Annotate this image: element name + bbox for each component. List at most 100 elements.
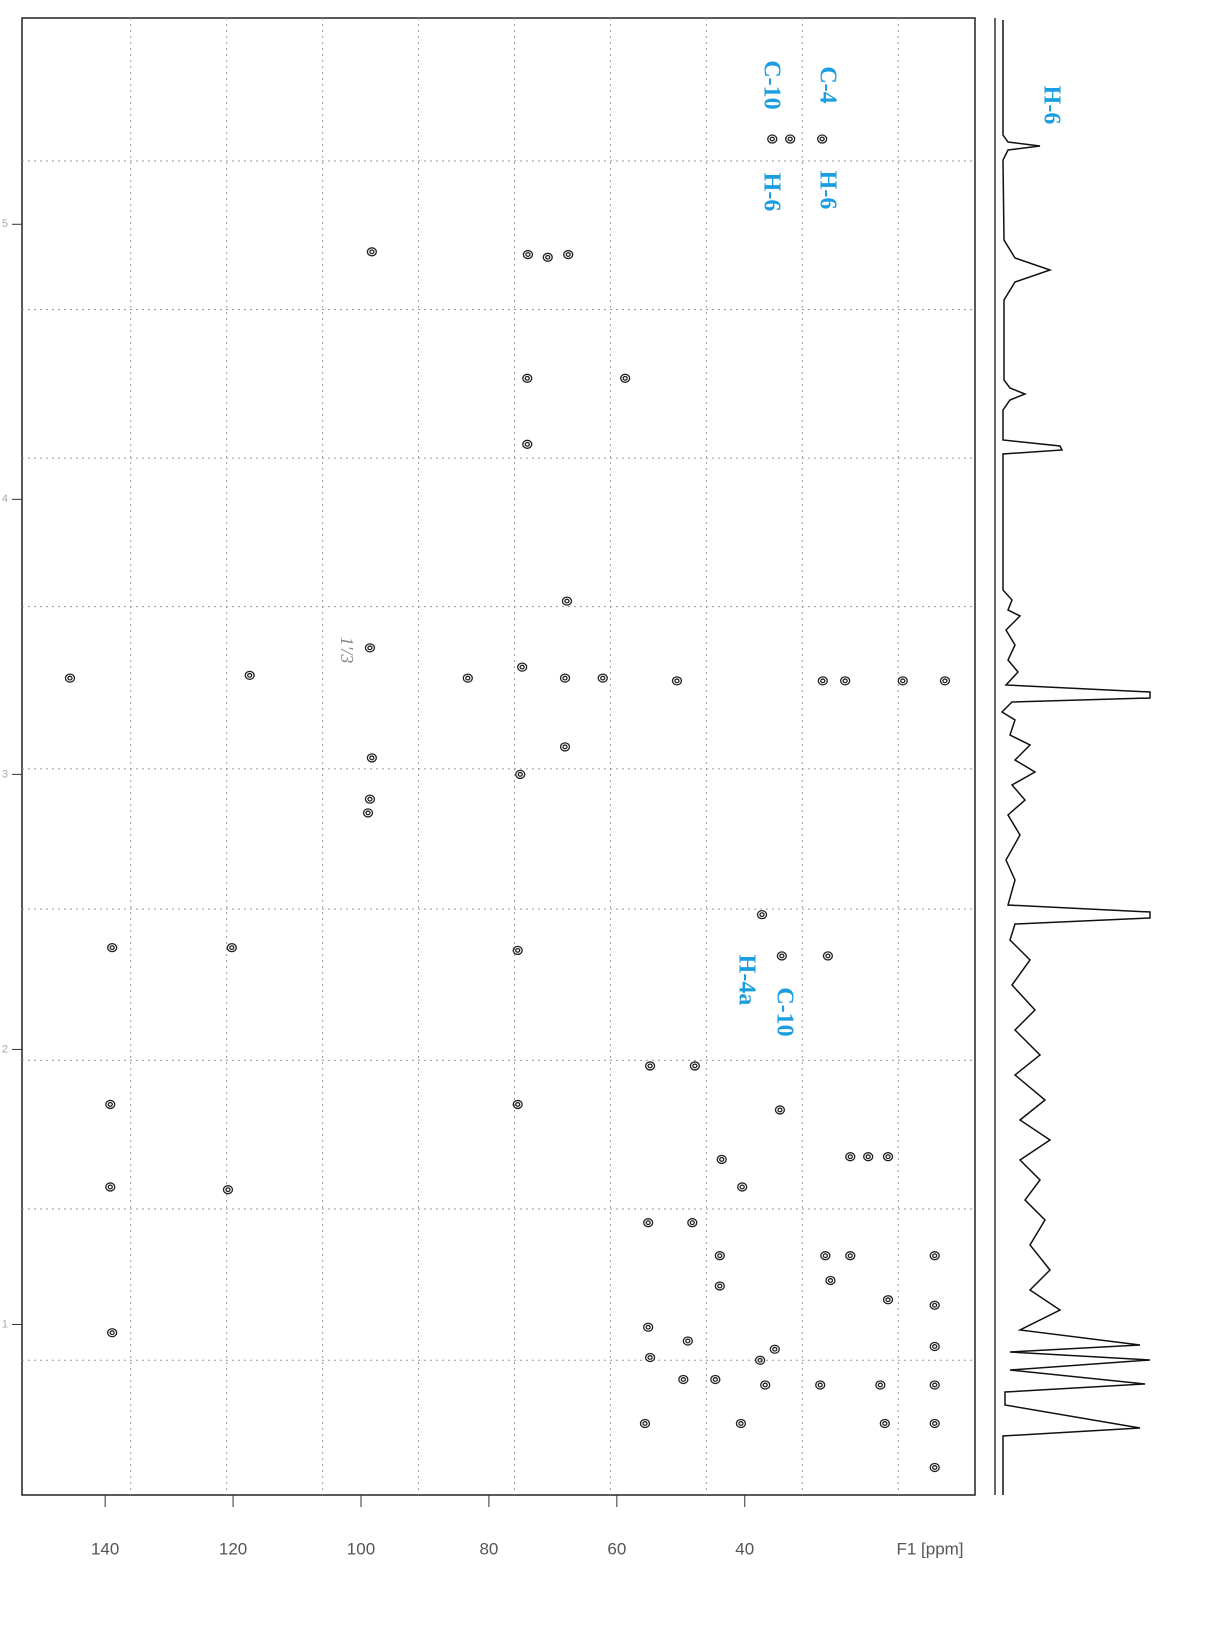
cross-peak	[737, 1182, 748, 1192]
cross-peak	[776, 951, 787, 961]
cross-peak	[364, 643, 376, 653]
contour	[524, 375, 530, 381]
cross-peak	[822, 951, 834, 961]
cross-peak	[714, 1281, 725, 1291]
contour	[882, 1152, 894, 1162]
cross-peak	[735, 1418, 747, 1429]
projection-trace	[1000, 20, 1151, 1495]
contour	[779, 953, 785, 959]
contour	[362, 808, 374, 818]
contour	[847, 1154, 853, 1160]
cross-peak	[366, 753, 378, 763]
cross-peak	[785, 134, 796, 144]
cross-peak	[462, 673, 473, 683]
cross-peak	[515, 769, 526, 780]
contour	[929, 1380, 940, 1390]
cross-peak	[845, 1152, 856, 1162]
contour	[759, 912, 765, 918]
cross-peak	[522, 439, 533, 449]
cross-peak	[817, 676, 828, 686]
contour	[692, 1063, 698, 1069]
cross-peak	[107, 1328, 118, 1338]
annotation: C-4	[814, 66, 840, 103]
cross-peak	[767, 134, 778, 144]
contour	[622, 375, 628, 381]
contour	[932, 1253, 938, 1259]
cross-peak	[710, 1374, 721, 1385]
cross-peak	[929, 1380, 940, 1390]
contour	[882, 1295, 894, 1305]
contour	[714, 1281, 725, 1291]
cross-peak	[754, 1355, 766, 1365]
contour	[643, 1218, 654, 1228]
x-tick-label: 40	[735, 1539, 754, 1558]
contour	[842, 678, 848, 684]
cross-peak	[929, 1462, 940, 1473]
contour	[929, 1300, 940, 1310]
contour	[787, 136, 793, 142]
x-tick-label: 60	[607, 1539, 626, 1558]
contour	[785, 134, 796, 144]
contour	[619, 373, 631, 383]
cross-peak	[815, 1380, 826, 1390]
contour	[816, 134, 828, 144]
contour	[512, 945, 523, 956]
cross-peak	[760, 1380, 771, 1390]
x-tick-label: 120	[219, 1539, 247, 1558]
contour	[563, 249, 574, 260]
contour	[647, 1355, 653, 1360]
contour	[777, 1107, 783, 1113]
annotation: C-10	[771, 987, 797, 1036]
cross-peak	[716, 1154, 727, 1165]
contour	[67, 675, 73, 681]
contour	[517, 662, 528, 672]
contour	[545, 254, 551, 260]
cross-peak	[816, 134, 828, 144]
cross-peak	[929, 1251, 940, 1261]
cross-peak	[929, 1418, 940, 1429]
contour	[929, 1251, 940, 1261]
contour	[817, 676, 828, 686]
contour	[364, 794, 376, 804]
contour	[522, 249, 534, 260]
contour	[682, 1336, 693, 1346]
cross-peak	[542, 252, 553, 262]
annotation: H-4a	[733, 955, 759, 1006]
contour	[929, 1341, 940, 1352]
contour	[107, 1101, 113, 1107]
contour	[774, 1105, 786, 1115]
cross-peak	[517, 662, 528, 672]
contour	[714, 1251, 725, 1261]
contour	[565, 252, 571, 257]
contour	[107, 1184, 113, 1190]
contour	[825, 953, 831, 959]
contour	[760, 1380, 771, 1390]
cross-peak	[522, 373, 533, 383]
contour	[562, 675, 568, 681]
contour	[757, 1357, 763, 1363]
contour	[519, 664, 525, 670]
contour	[109, 1330, 115, 1336]
contour	[865, 1154, 871, 1160]
contour	[820, 678, 826, 684]
contour	[815, 1380, 826, 1390]
cross-peak	[687, 1218, 698, 1228]
cross-peak	[561, 596, 573, 606]
contour	[364, 643, 376, 653]
contour	[932, 1421, 938, 1426]
contour	[932, 1382, 938, 1388]
y-tick-label: 1	[2, 1318, 8, 1330]
contour	[107, 943, 118, 953]
cross-peak	[64, 673, 76, 683]
cross-peak	[882, 1295, 894, 1305]
contour	[776, 951, 787, 961]
contour	[739, 1184, 745, 1190]
contour	[737, 1182, 748, 1192]
annotation: 1'/3	[337, 637, 357, 664]
cross-peak	[105, 1099, 116, 1110]
contour	[756, 910, 768, 920]
cross-peak	[643, 1218, 654, 1228]
contour	[671, 676, 683, 686]
contour	[107, 1328, 118, 1338]
contour	[645, 1324, 651, 1330]
